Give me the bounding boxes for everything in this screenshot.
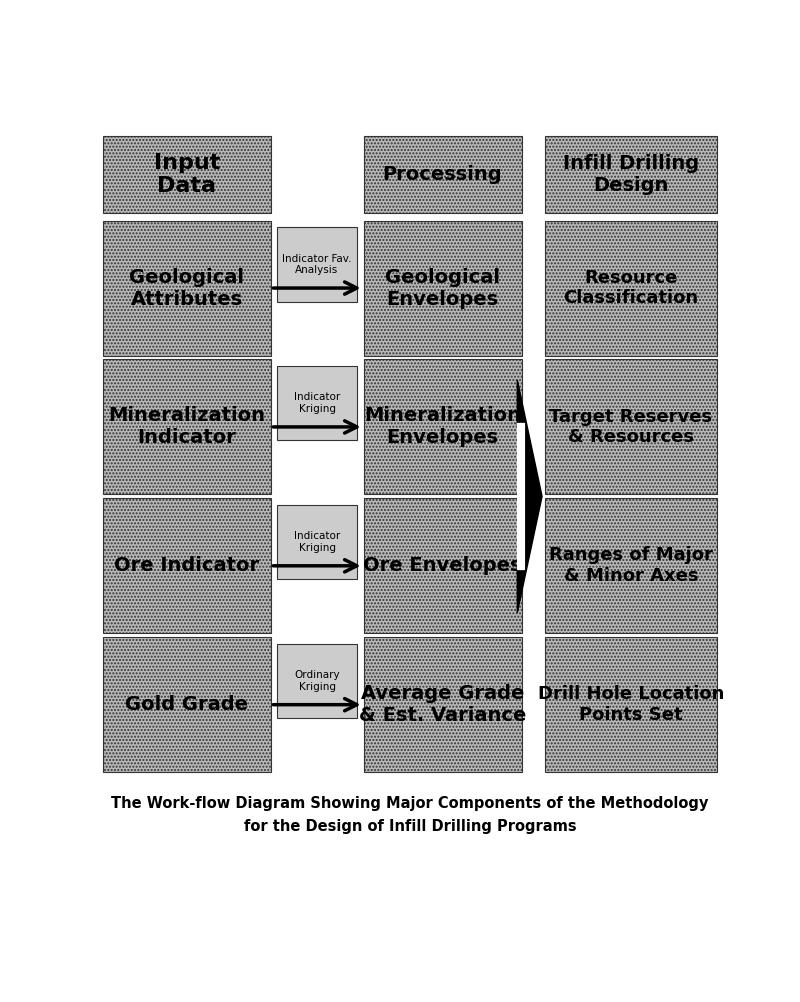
- Text: The Work-flow Diagram Showing Major Components of the Methodology: The Work-flow Diagram Showing Major Comp…: [111, 796, 709, 811]
- Bar: [545, 360, 717, 494]
- Text: Indicator
Kriging: Indicator Kriging: [294, 531, 340, 553]
- Bar: [277, 227, 358, 302]
- Text: Ore Indicator: Ore Indicator: [114, 556, 259, 575]
- Bar: [103, 135, 270, 212]
- Text: Processing: Processing: [382, 164, 502, 183]
- Text: Resource
Classification: Resource Classification: [563, 269, 698, 308]
- Text: Ranges of Major
& Minor Axes: Ranges of Major & Minor Axes: [549, 546, 713, 585]
- Text: Geological
Envelopes: Geological Envelopes: [385, 268, 500, 309]
- Bar: [545, 135, 717, 212]
- Text: Indicator Fav.
Analysis: Indicator Fav. Analysis: [282, 254, 352, 276]
- Text: Average Grade
& Est. Variance: Average Grade & Est. Variance: [359, 684, 526, 725]
- Text: Infill Drilling
Design: Infill Drilling Design: [563, 153, 699, 194]
- Bar: [545, 637, 717, 773]
- Bar: [363, 220, 522, 356]
- Text: Drill Hole Location
Points Set: Drill Hole Location Points Set: [538, 685, 724, 724]
- Text: Target Reserves
& Resources: Target Reserves & Resources: [550, 408, 713, 446]
- Text: Indicator
Kriging: Indicator Kriging: [294, 393, 340, 414]
- Polygon shape: [518, 380, 542, 613]
- Bar: [545, 220, 717, 356]
- Bar: [277, 366, 358, 441]
- Text: Input
Data: Input Data: [154, 152, 220, 195]
- Bar: [103, 220, 270, 356]
- Bar: [363, 637, 522, 773]
- Text: for the Design of Infill Drilling Programs: for the Design of Infill Drilling Progra…: [244, 819, 576, 834]
- Bar: [103, 360, 270, 494]
- Text: Geological
Attributes: Geological Attributes: [130, 268, 244, 309]
- Bar: [363, 360, 522, 494]
- Bar: [363, 498, 522, 633]
- Bar: [363, 135, 522, 212]
- Text: Mineralization
Envelopes: Mineralization Envelopes: [364, 407, 521, 448]
- Text: Ore Envelopes: Ore Envelopes: [363, 556, 522, 575]
- Bar: [277, 644, 358, 718]
- Text: Ordinary
Kriging: Ordinary Kriging: [294, 670, 340, 691]
- Bar: [103, 637, 270, 773]
- Text: Mineralization
Indicator: Mineralization Indicator: [108, 407, 266, 448]
- Bar: [277, 505, 358, 579]
- Bar: [545, 498, 717, 633]
- Text: Gold Grade: Gold Grade: [126, 695, 248, 714]
- Bar: [103, 498, 270, 633]
